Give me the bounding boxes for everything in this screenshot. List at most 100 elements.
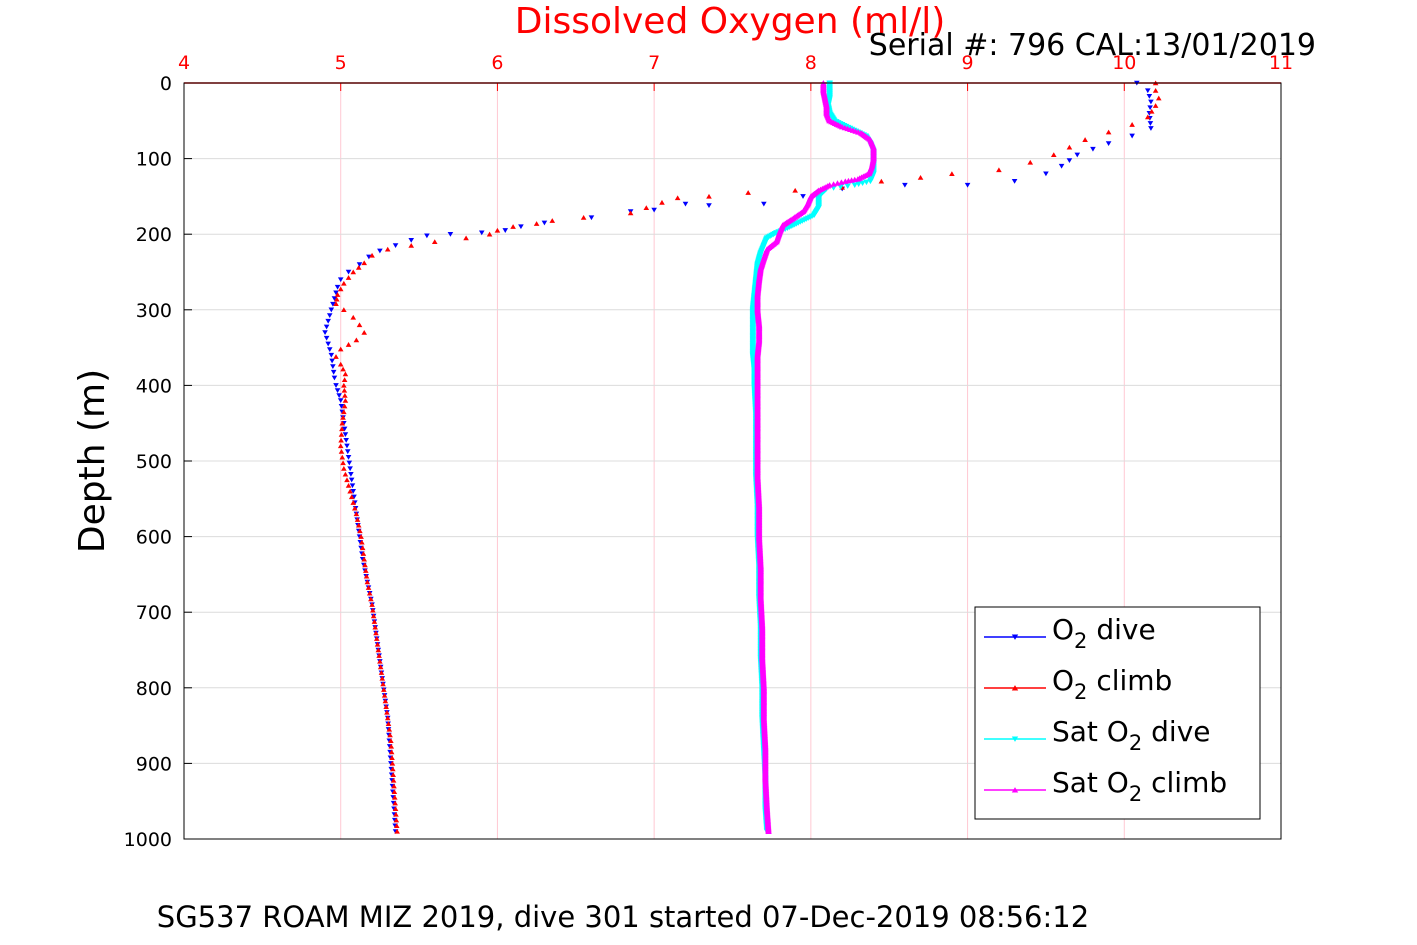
data-point [745,190,751,195]
data-point [1148,99,1154,105]
data-point [348,471,354,477]
data-point [1074,152,1081,158]
data-point [337,398,344,404]
data-point [842,178,849,184]
data-point [350,500,357,505]
data-point [834,180,841,186]
legend-label: Sat O2 dive [1052,715,1210,755]
data-point [1152,88,1159,93]
data-point [408,243,415,248]
data-point [376,653,382,658]
data-point [333,296,340,302]
data-point [325,341,331,347]
data-point [344,477,350,483]
data-point [334,388,341,393]
data-point [345,454,352,460]
data-point [388,749,395,755]
data-point [627,210,634,216]
data-point [345,269,352,275]
data-point [447,231,454,237]
data-point [369,252,375,258]
x-tick-label: 8 [805,52,817,74]
data-point [368,596,374,602]
data-point [392,800,398,806]
data-point [338,403,345,409]
data-point [331,375,338,381]
data-point [373,630,379,636]
data-point [431,239,438,244]
data-point [1043,171,1049,177]
data-point [330,364,336,370]
data-point [996,167,1002,173]
x-tick-label: 4 [178,52,190,74]
data-point [494,227,501,233]
data-point [765,828,772,834]
legend-label: Sat O2 climb [1052,766,1227,806]
data-point [341,377,348,382]
data-point [377,248,383,254]
data-point [356,262,363,267]
data-point [322,330,328,335]
data-point [366,590,373,596]
data-point [393,823,400,829]
data-point [325,318,331,324]
y-tick-label: 1000 [124,829,172,851]
data-point [1105,129,1112,135]
data-point [1082,137,1088,142]
data-point [330,301,336,307]
data-point [361,260,368,266]
data-point [347,488,353,494]
data-point [341,466,347,471]
data-point [341,307,347,313]
data-point [1146,93,1153,99]
x-tick-label: 10 [1112,52,1136,74]
data-point [1050,152,1057,158]
data-point [348,494,355,500]
data-point [339,420,346,426]
data-point [355,522,362,528]
data-point [393,817,400,823]
data-point [331,296,338,301]
legend-label: O2 climb [1052,664,1172,704]
data-point [333,383,339,388]
data-point [1066,144,1073,150]
data-point [353,511,360,517]
data-point [1147,121,1154,126]
data-point [337,443,344,449]
data-point [326,313,333,318]
data-point [949,171,955,176]
data-point [370,607,376,613]
data-point [342,371,349,377]
data-point [378,670,385,675]
data-point [388,738,394,743]
data-point [341,403,348,409]
data-point [391,794,398,800]
data-point [391,789,398,794]
data-point [389,755,395,760]
data-point [408,238,415,243]
data-point [344,443,350,449]
plot-frame [183,82,1282,840]
data-point [352,505,358,511]
data-point [392,806,399,811]
data-point [383,704,389,709]
data-point [463,235,469,241]
data-point [1058,163,1065,169]
data-point [334,292,341,297]
data-point [377,664,384,670]
data-point [365,585,372,590]
data-point [355,264,362,270]
legend: O2 dive O2 climb Sat O2 dive Sat O2 climb [974,606,1261,820]
data-point [902,182,908,188]
data-point [326,347,333,353]
data-point [533,221,540,226]
x-tick-label: 11 [1269,52,1293,74]
data-point [345,342,352,347]
data-point [341,280,347,286]
data-point [363,573,370,579]
data-point [333,301,339,306]
y-tick-label: 100 [136,149,172,171]
data-point [1129,133,1135,139]
data-point [1155,95,1162,101]
data-point [350,314,357,320]
